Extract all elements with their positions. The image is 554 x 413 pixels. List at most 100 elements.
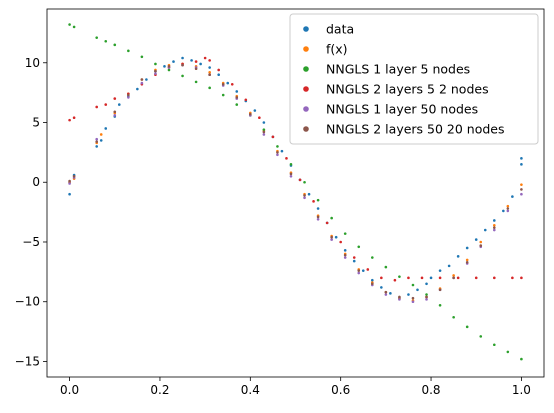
data-point xyxy=(438,269,442,272)
data-point xyxy=(289,163,293,166)
legend-marker xyxy=(303,126,309,132)
legend-marker xyxy=(303,46,309,52)
x-tick-label: 0.6 xyxy=(331,383,350,397)
data-point xyxy=(95,140,98,143)
data-point xyxy=(411,300,415,304)
data-point xyxy=(276,151,279,154)
series-2 xyxy=(68,23,523,361)
data-point xyxy=(104,127,108,130)
data-point xyxy=(502,209,505,213)
data-point xyxy=(452,274,455,277)
data-point xyxy=(465,325,469,329)
data-point xyxy=(479,240,483,244)
data-point xyxy=(407,276,410,280)
data-point xyxy=(334,235,338,239)
data-point xyxy=(398,275,401,278)
data-point xyxy=(511,276,514,280)
data-point xyxy=(262,130,266,134)
y-tick-label: 5 xyxy=(32,116,40,130)
data-point xyxy=(72,174,76,178)
data-point xyxy=(104,39,108,43)
data-point xyxy=(99,133,103,136)
data-point xyxy=(330,235,333,239)
data-point xyxy=(384,290,388,294)
data-point xyxy=(398,295,401,299)
data-point xyxy=(307,192,311,196)
data-point xyxy=(465,261,469,264)
data-point xyxy=(194,60,198,63)
data-point xyxy=(262,121,266,124)
data-point xyxy=(483,228,487,232)
data-point xyxy=(167,65,171,68)
data-point xyxy=(316,215,320,219)
data-point xyxy=(493,228,496,232)
series-5 xyxy=(68,63,523,300)
data-point xyxy=(117,103,121,106)
data-point xyxy=(104,103,108,106)
data-point xyxy=(361,269,365,272)
data-point xyxy=(140,78,144,81)
data-point xyxy=(425,293,428,296)
data-point xyxy=(371,282,374,286)
legend-marker xyxy=(303,86,309,92)
data-point xyxy=(154,69,157,73)
data-point xyxy=(217,73,220,77)
data-point xyxy=(506,207,510,210)
y-axis: −15 −10 −5 0 5 10 xyxy=(15,56,47,368)
data-point xyxy=(113,97,117,100)
x-tick-label: 0.0 xyxy=(60,383,79,397)
data-point xyxy=(357,245,361,249)
data-point xyxy=(479,244,483,247)
data-point xyxy=(479,335,483,338)
data-point xyxy=(416,288,419,292)
data-point xyxy=(520,188,523,191)
legend-marker xyxy=(303,106,309,112)
data-point xyxy=(276,153,279,157)
data-point xyxy=(452,276,455,280)
axes-frame xyxy=(46,8,545,378)
y-tick-label: 10 xyxy=(25,56,40,70)
data-point xyxy=(208,59,211,62)
data-point xyxy=(520,192,523,196)
data-point xyxy=(438,276,442,280)
data-point xyxy=(398,298,401,301)
x-tick-label: 0.8 xyxy=(421,383,440,397)
data-point xyxy=(230,82,234,86)
data-point xyxy=(316,217,320,221)
data-point xyxy=(511,195,514,198)
data-point xyxy=(221,93,225,97)
data-point xyxy=(235,103,239,106)
x-tick-label: 1.0 xyxy=(512,383,531,397)
x-axis: 0.0 0.2 0.4 0.6 0.8 1.0 xyxy=(60,377,531,397)
plot-area xyxy=(68,23,523,361)
data-point xyxy=(127,96,130,99)
legend-label: data xyxy=(326,22,354,37)
data-point xyxy=(411,296,415,300)
data-point xyxy=(438,304,442,307)
data-point xyxy=(95,137,98,141)
data-point xyxy=(343,232,347,235)
data-point xyxy=(352,256,356,259)
legend-marker xyxy=(303,66,309,72)
data-point xyxy=(316,198,320,202)
data-point xyxy=(113,110,117,114)
data-point xyxy=(429,276,433,280)
data-point xyxy=(95,145,98,148)
data-point xyxy=(235,90,239,93)
data-point xyxy=(199,62,202,66)
data-point xyxy=(289,172,293,176)
data-point xyxy=(190,59,193,62)
data-point xyxy=(474,276,478,280)
data-point xyxy=(493,226,496,229)
data-point xyxy=(312,200,315,203)
data-point xyxy=(425,298,428,301)
y-tick-label: 0 xyxy=(32,175,40,189)
data-point xyxy=(262,128,266,131)
data-point xyxy=(72,116,76,120)
data-point xyxy=(493,276,496,280)
data-point xyxy=(140,81,144,85)
data-point xyxy=(493,219,496,222)
legend-label: NNGLS 1 layer 5 nodes xyxy=(326,62,470,77)
legend-marker xyxy=(303,26,309,32)
data-point xyxy=(95,105,98,109)
